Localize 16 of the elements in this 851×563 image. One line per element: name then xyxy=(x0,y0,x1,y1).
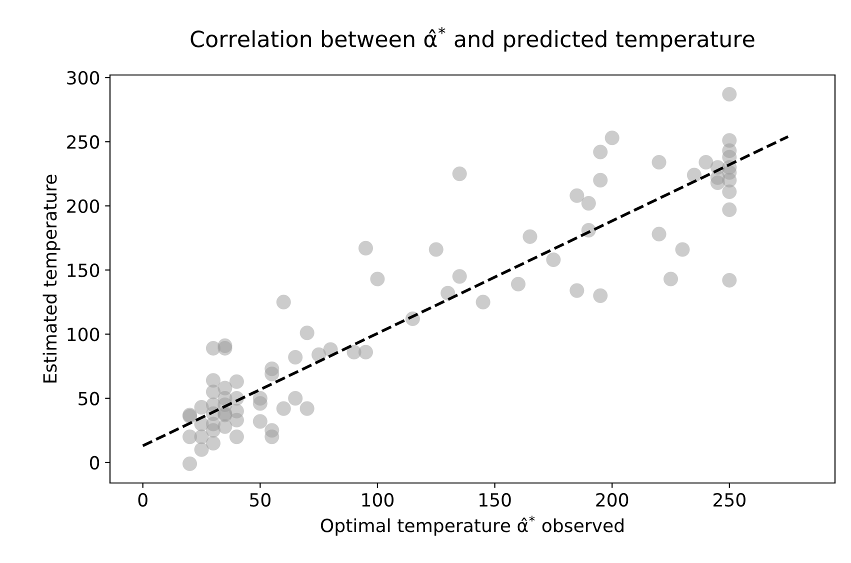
y-tick-label: 100 xyxy=(68,328,100,342)
y-tick-label: 0 xyxy=(90,456,100,470)
x-tick-label: 200 xyxy=(596,493,628,507)
y-tick-label: 150 xyxy=(68,263,100,278)
x-tick-label: 0 xyxy=(138,493,148,507)
x-axis-title: Optimal temperature α̂$^{*}$ observed xyxy=(320,516,624,536)
y-tick-label: 50 xyxy=(78,392,100,406)
x-tick-label: 50 xyxy=(250,493,270,507)
chart-title: Correlation between α̂$^{*}$ and predicted temperature xyxy=(190,27,754,52)
y-tick-label: 300 xyxy=(67,71,100,85)
x-tick-label: 150 xyxy=(480,493,511,507)
x-tick-label: 250 xyxy=(714,493,746,507)
y-tick-label: 200 xyxy=(67,199,100,213)
y-axis-title: Estimated temperature xyxy=(42,174,60,382)
y-tick-label: 250 xyxy=(67,135,100,149)
x-tick-label: 100 xyxy=(362,493,394,507)
